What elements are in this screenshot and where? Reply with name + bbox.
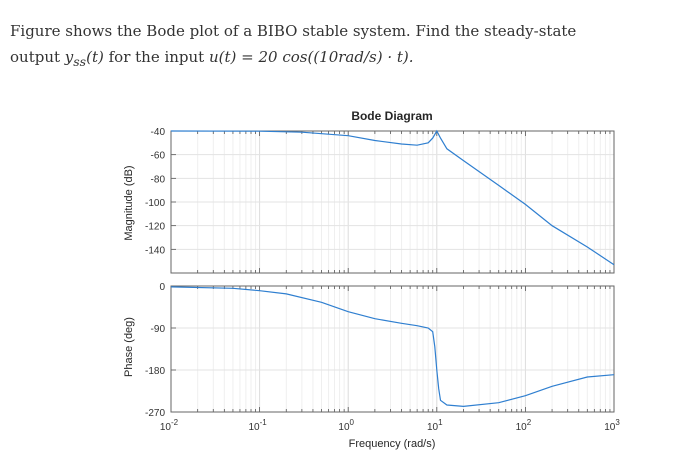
phase-ytick-label: -180 (145, 366, 165, 377)
input-expression: u(t) = 20 cos((10rad/s) · t). (208, 48, 414, 66)
tick-exponent: 0 (350, 418, 355, 427)
output-symbol-subscript: ss (73, 54, 87, 69)
phase-ytick-label: -270 (145, 408, 165, 419)
tick-exponent: -1 (260, 418, 268, 427)
frequency-axis-label: Frequency (rad/s) (349, 438, 436, 450)
tick-exponent: 2 (527, 418, 532, 427)
tick-exponent: 3 (615, 418, 620, 427)
output-symbol: yss(t) (64, 48, 104, 69)
frequency-tick-label: 101 (427, 418, 443, 433)
frequency-tick-label: 10-2 (160, 418, 179, 433)
magnitude-curve (170, 129, 615, 266)
magnitude-frame (170, 130, 615, 274)
phase-ytick-label: 0 (159, 282, 165, 293)
question-middle: for the input (103, 48, 209, 66)
magnitude-axis-label: Magnitude (dB) (123, 165, 135, 240)
question-line-1: Figure shows the Bode plot of a BIBO sta… (10, 22, 577, 40)
phase-curve (170, 286, 615, 408)
frequency-tick-label: 102 (516, 418, 532, 433)
tick-base: 10 (248, 422, 260, 433)
tick-exponent: -2 (171, 418, 179, 427)
phase-axis-label: Phase (deg) (123, 317, 135, 377)
magnitude-ytick-label: -60 (151, 151, 166, 162)
magnitude-ytick-label: -40 (151, 127, 166, 138)
tick-exponent: 1 (438, 418, 443, 427)
magnitude-ytick-label: -120 (145, 222, 165, 233)
tick-base: 10 (338, 422, 350, 433)
question-prefix: output (10, 48, 65, 66)
tick-base: 10 (427, 422, 439, 433)
phase-ytick-label: -90 (151, 324, 166, 335)
question-line-2: output yss(t) for the input u(t) = 20 co… (10, 44, 670, 75)
frequency-tick-label: 103 (604, 418, 620, 433)
phase-frame (170, 285, 615, 413)
question-text: Figure shows the Bode plot of a BIBO sta… (10, 18, 670, 75)
output-symbol-arg: (t) (86, 48, 104, 66)
tick-base: 10 (160, 422, 172, 433)
magnitude-ytick-label: -80 (151, 174, 166, 185)
frequency-tick-label: 100 (338, 418, 354, 433)
magnitude-ytick-label: -140 (145, 245, 165, 256)
magnitude-ytick-label: -100 (145, 198, 165, 209)
frequency-tick-label: 10-1 (248, 418, 267, 433)
output-symbol-base: y (64, 48, 74, 66)
bode-title: Bode Diagram (351, 109, 432, 123)
tick-base: 10 (604, 422, 616, 433)
tick-base: 10 (516, 422, 528, 433)
